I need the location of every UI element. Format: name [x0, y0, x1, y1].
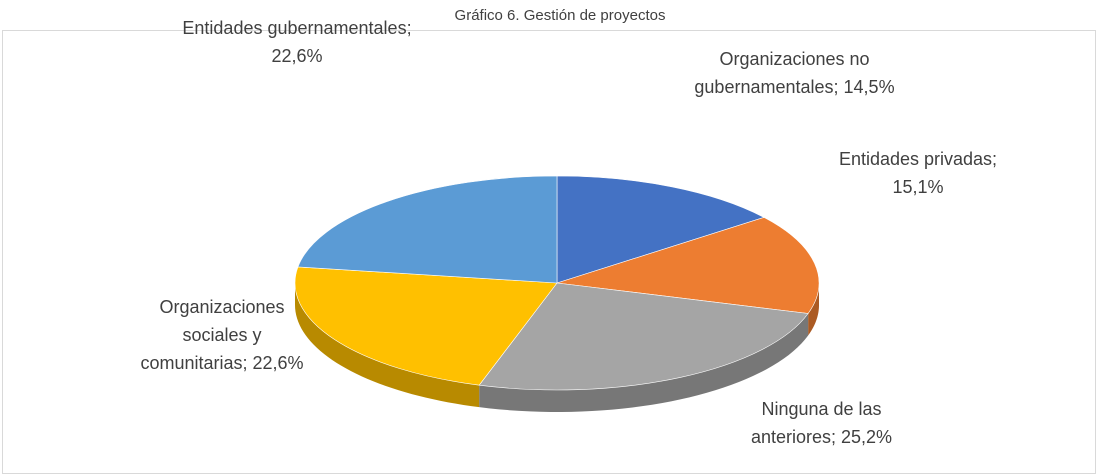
- data-label: Organizaciones no gubernamentales; 14,5%: [672, 45, 917, 101]
- slice: [556, 217, 820, 314]
- value-label: 15,1%: [892, 177, 944, 197]
- value-label: 22,6%: [252, 353, 304, 373]
- category-label: Organizaciones no gubernamentales;: [694, 49, 870, 97]
- data-label: Organizaciones sociales y comunitarias; …: [132, 293, 312, 377]
- value-label: 14,5%: [843, 77, 895, 97]
- slice-side: [479, 313, 809, 412]
- data-label: Entidades privadas; 15,1%: [828, 145, 1008, 201]
- slice: [297, 175, 558, 284]
- category-label: Ninguna de las anteriores;: [750, 399, 882, 447]
- category-label: Entidades privadas;: [838, 149, 998, 169]
- slice: [478, 282, 809, 391]
- slice-side: [295, 283, 480, 408]
- category-label: Entidades gubernamentales;: [182, 18, 412, 38]
- slice: [294, 266, 558, 386]
- chart-title: Gráfico 6. Gestión de proyectos: [454, 7, 666, 24]
- slice: [556, 175, 765, 284]
- slice-side: [808, 283, 819, 336]
- value-label: 25,2%: [841, 427, 893, 447]
- data-label: Ninguna de las anteriores; 25,2%: [724, 395, 919, 451]
- category-label: Organizaciones sociales y comunitarias;: [140, 297, 285, 373]
- chart-border: [2, 30, 1096, 474]
- data-label: Entidades gubernamentales; 22,6%: [177, 14, 417, 70]
- value-label: 22,6%: [271, 46, 323, 66]
